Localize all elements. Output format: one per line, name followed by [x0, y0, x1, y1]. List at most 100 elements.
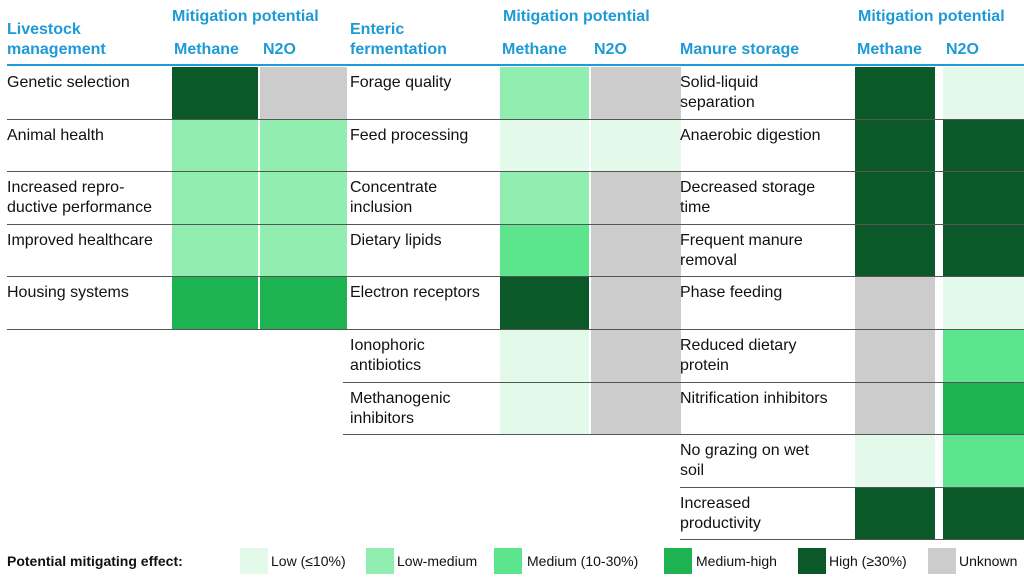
legend-swatch	[494, 548, 522, 574]
row-divider	[7, 118, 347, 120]
n2o-cell	[591, 330, 681, 382]
row-divider	[343, 329, 681, 330]
row-label: Methanogenic inhibitors	[350, 389, 451, 427]
n2o-cell	[943, 67, 1024, 119]
row-label: Reduced dietary protein	[680, 337, 797, 374]
methane-cell	[500, 382, 589, 435]
row-label: Anaerobic digestion	[680, 126, 821, 144]
n2o-cell	[591, 382, 681, 435]
legend-label: High (≥30%)	[829, 553, 907, 569]
methane-cell	[500, 277, 589, 329]
row-label: Genetic selection	[7, 74, 130, 91]
methane-cell	[172, 67, 258, 119]
methane-cell	[855, 172, 935, 224]
legend-label: Medium-high	[696, 553, 777, 569]
legend-swatch	[366, 548, 394, 574]
n2o-cell	[943, 330, 1024, 382]
methane-cell	[855, 119, 935, 172]
n2o-cell	[943, 172, 1024, 224]
row-label: Animal health	[7, 126, 104, 144]
methane-cell	[500, 330, 589, 382]
methane-cell	[855, 330, 935, 382]
legend-label: Unknown	[959, 553, 1018, 569]
n2o-cell	[260, 224, 347, 277]
header-rule	[7, 64, 347, 66]
n2o-cell	[943, 487, 1024, 540]
n2o-cell	[260, 119, 347, 172]
row-label: Improved healthcare	[7, 231, 153, 249]
section-title-line1: Enteric	[350, 21, 405, 38]
methane-cell	[172, 119, 258, 172]
methane-column-header: Methane	[857, 41, 922, 58]
row-divider	[680, 434, 1024, 436]
row-label: Electron receptors	[350, 284, 480, 302]
n2o-cell	[260, 277, 347, 329]
n2o-cell	[591, 67, 681, 119]
row-label: No grazing on wet soil	[680, 442, 809, 480]
methane-cell	[855, 277, 935, 329]
row-divider	[680, 329, 1024, 330]
row-label: Increased repro- ductive performance	[7, 179, 152, 217]
legend-label: Medium (10-30%)	[527, 553, 639, 569]
row-label: Solid-liquid separation	[680, 74, 759, 111]
row-divider	[680, 171, 1024, 173]
legend-label: Low (≤10%)	[271, 553, 346, 569]
header-rule	[680, 64, 1024, 66]
n2o-cell	[260, 67, 347, 119]
legend-title: Potential mitigating effect:	[7, 553, 183, 569]
legend-swatch	[664, 548, 692, 574]
row-label: Decreased storage time	[680, 179, 816, 217]
n2o-cell	[260, 172, 347, 224]
row-label: Phase feeding	[680, 284, 783, 302]
row-divider	[680, 381, 1024, 383]
row-divider	[680, 276, 1024, 278]
row-divider	[680, 223, 1024, 225]
section-title: fermentation	[350, 41, 447, 58]
row-divider	[7, 171, 347, 173]
legend-label: Low-medium	[397, 553, 478, 569]
row-divider	[343, 171, 681, 173]
row-label: Concentrate inclusion	[350, 179, 438, 217]
n2o-column-header: N2O	[946, 41, 979, 58]
n2o-cell	[591, 172, 681, 224]
row-label: Nitrification inhibitors	[680, 389, 828, 407]
row-label: Forage quality	[350, 74, 452, 91]
methane-cell	[500, 224, 589, 277]
methane-column-header: Methane	[174, 41, 239, 58]
legend-swatch	[798, 548, 826, 574]
methane-column-header: Methane	[502, 41, 567, 58]
row-divider	[7, 276, 347, 278]
n2o-cell	[591, 277, 681, 329]
row-divider	[343, 381, 681, 383]
row-divider	[7, 329, 347, 330]
section-title: Manure storage	[680, 41, 800, 58]
mitigation-potential-header: Mitigation potential	[858, 8, 1005, 25]
methane-cell	[172, 224, 258, 277]
n2o-cell	[943, 382, 1024, 435]
mitigation-potential-header: Mitigation potential	[503, 8, 650, 25]
row-label: Dietary lipids	[350, 231, 442, 249]
n2o-column-header: N2O	[594, 41, 627, 58]
methane-cell	[855, 224, 935, 277]
methane-cell	[172, 172, 258, 224]
mitigation-potential-header: Mitigation potential	[172, 8, 319, 25]
n2o-cell	[591, 224, 681, 277]
n2o-cell	[943, 277, 1024, 329]
methane-cell	[855, 487, 935, 540]
row-divider	[680, 118, 1024, 120]
methane-cell	[500, 119, 589, 172]
legend-swatch	[928, 548, 956, 574]
methane-cell	[500, 67, 589, 119]
row-divider	[343, 223, 681, 225]
n2o-cell	[943, 435, 1024, 487]
methane-cell	[855, 435, 935, 487]
row-divider	[680, 486, 1024, 488]
methane-cell	[855, 67, 935, 119]
row-divider	[7, 223, 347, 225]
n2o-column-header: N2O	[263, 41, 296, 58]
row-divider	[680, 539, 1024, 541]
row-divider	[343, 434, 681, 436]
header-rule	[343, 64, 681, 66]
section-title: management	[7, 41, 106, 58]
row-label: Increased productivity	[680, 494, 761, 532]
